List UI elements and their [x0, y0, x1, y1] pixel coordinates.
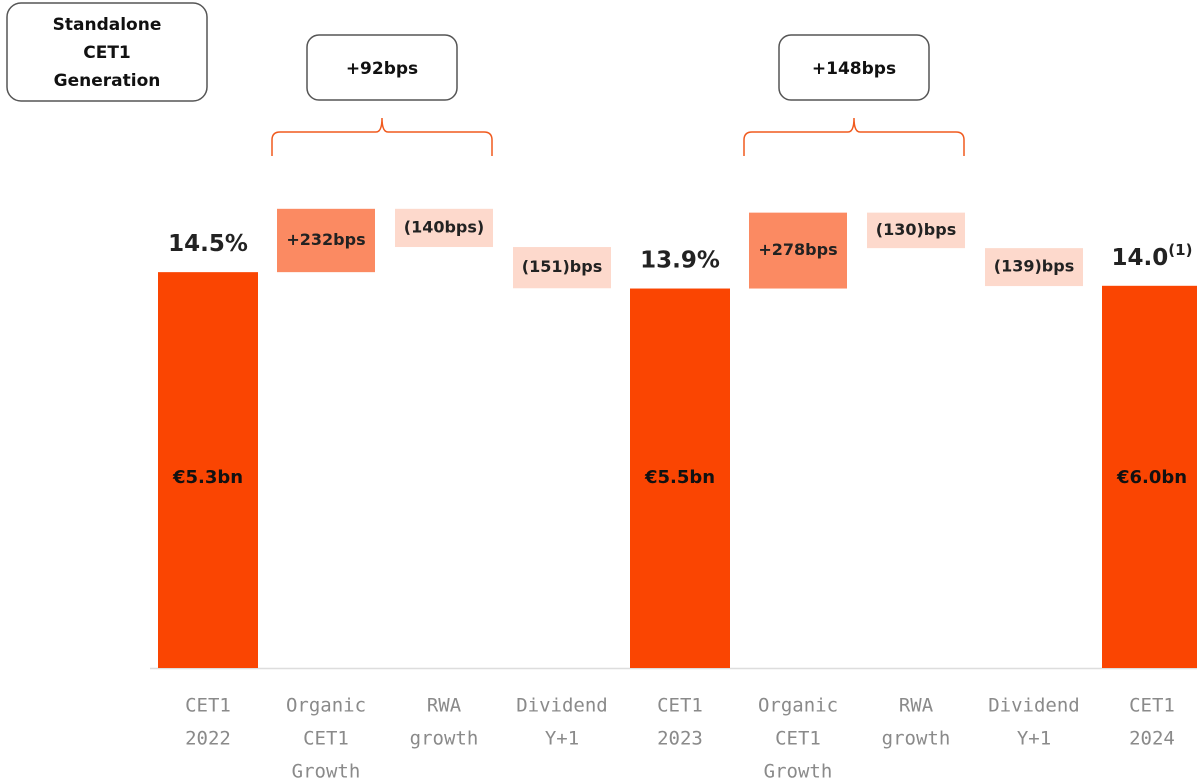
x-tick-label: Dividend: [988, 695, 1080, 717]
bar: [1102, 285, 1197, 668]
x-tick-label: CET1: [303, 728, 349, 750]
bracket: [271, 117, 493, 156]
bar: [867, 212, 965, 249]
annotation-box: [778, 34, 930, 101]
x-tick-label: Y+1: [545, 728, 579, 750]
annotation: +92bps: [346, 59, 418, 79]
footnote-marker: (1): [1168, 240, 1192, 258]
x-tick-label: Y+1: [1017, 728, 1051, 750]
annotation: +148bps: [812, 59, 896, 79]
inner-label: €5.3bn: [172, 467, 243, 488]
x-tick-label: Organic: [286, 695, 366, 717]
x-tick-label: CET1: [657, 695, 703, 717]
bar: [158, 272, 258, 668]
value-label: (130)bps: [876, 220, 956, 239]
annotation-box: [306, 34, 458, 101]
x-tick-label: growth: [882, 728, 951, 750]
value-label-text: 13.9%: [640, 247, 720, 273]
inner-label: €6.0bn: [1116, 467, 1187, 488]
value-label: +232bps: [286, 230, 365, 249]
value-label: (139)bps: [994, 257, 1074, 276]
value-label: +278bps: [758, 240, 837, 259]
chart-title: Standalone: [53, 15, 162, 35]
bar: [277, 208, 375, 273]
value-label: (140bps): [404, 217, 484, 236]
x-tick-label: growth: [410, 728, 479, 750]
x-tick-label: Growth: [292, 761, 361, 781]
chart-title: CET1: [83, 43, 131, 63]
bar: [395, 208, 493, 248]
x-tick-label: RWA: [427, 695, 462, 717]
x-tick-label: RWA: [899, 695, 934, 717]
chart-title: Generation: [54, 71, 161, 91]
x-tick-label: Dividend: [516, 695, 608, 717]
x-tick-label: Organic: [758, 695, 838, 717]
bar: [513, 247, 611, 289]
x-tick-label: CET1: [775, 728, 821, 750]
x-tick-label: CET1: [1129, 695, 1175, 717]
inner-label: €5.5bn: [644, 467, 715, 488]
value-label: (151)bps: [522, 257, 602, 276]
value-label: 14.0(1): [1112, 240, 1193, 270]
value-label: 14.5%: [168, 231, 248, 257]
bar: [985, 248, 1083, 287]
bracket: [743, 117, 965, 156]
value-label: 13.9%: [640, 247, 720, 273]
bar: [630, 288, 730, 668]
bar: [749, 212, 847, 289]
x-tick-label: 2024: [1129, 728, 1175, 750]
x-tick-label: 2023: [657, 728, 703, 750]
title-box: [6, 2, 208, 102]
x-tick-label: CET1: [185, 695, 231, 717]
x-tick-label: Growth: [764, 761, 833, 781]
value-label-text: 14.5%: [168, 231, 248, 257]
x-tick-label: 2022: [185, 728, 231, 750]
value-label-text: 14.0: [1112, 244, 1169, 270]
